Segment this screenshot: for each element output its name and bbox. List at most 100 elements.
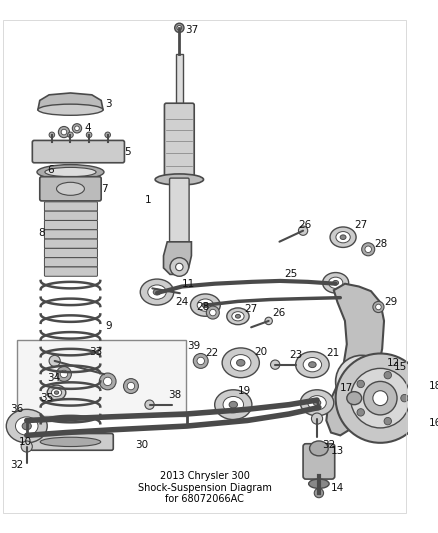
Circle shape [311,413,323,424]
Text: 19: 19 [238,386,251,395]
Text: 5: 5 [124,147,131,157]
Text: 35: 35 [40,393,53,403]
Circle shape [365,246,371,253]
Circle shape [376,304,381,310]
FancyBboxPatch shape [164,103,194,181]
Circle shape [384,372,392,379]
Circle shape [384,417,392,425]
Circle shape [271,360,280,369]
Circle shape [74,126,79,131]
Ellipse shape [300,390,334,416]
Circle shape [348,367,376,395]
FancyBboxPatch shape [303,444,335,479]
Circle shape [57,367,71,382]
Ellipse shape [340,235,346,239]
FancyBboxPatch shape [44,248,98,257]
Text: 7: 7 [101,184,108,194]
Circle shape [60,370,68,378]
Text: 22: 22 [205,349,219,359]
Circle shape [103,377,112,385]
Circle shape [373,301,384,312]
FancyBboxPatch shape [44,230,98,239]
FancyBboxPatch shape [44,202,98,211]
Circle shape [336,356,388,407]
Circle shape [206,306,219,319]
Circle shape [364,382,397,415]
Ellipse shape [222,348,259,378]
Text: 15: 15 [393,362,406,373]
Circle shape [86,132,92,138]
Text: 20: 20 [254,346,267,357]
Ellipse shape [202,303,209,308]
Text: 27: 27 [244,304,258,314]
Ellipse shape [236,314,240,318]
Circle shape [61,130,67,135]
Ellipse shape [323,272,349,293]
Text: 26: 26 [272,308,286,318]
Ellipse shape [15,417,38,435]
Ellipse shape [230,354,251,371]
Circle shape [401,394,408,402]
FancyBboxPatch shape [17,340,186,416]
Circle shape [72,124,81,133]
Text: 13: 13 [331,446,344,456]
FancyBboxPatch shape [31,433,113,450]
Polygon shape [163,242,191,274]
Bar [176,54,183,105]
Circle shape [298,226,308,236]
Text: 37: 37 [185,25,198,35]
Ellipse shape [45,167,96,177]
Text: 23: 23 [289,350,302,360]
Polygon shape [326,284,384,435]
Circle shape [105,132,110,138]
Text: 3: 3 [105,99,112,109]
Ellipse shape [313,400,321,406]
FancyBboxPatch shape [170,178,189,246]
Ellipse shape [229,401,237,408]
Circle shape [362,243,375,256]
Circle shape [68,132,73,138]
Circle shape [49,132,55,138]
Ellipse shape [6,409,47,443]
Ellipse shape [40,437,101,447]
Ellipse shape [37,165,104,180]
Text: 28: 28 [196,302,209,312]
Text: 36: 36 [10,405,23,414]
Ellipse shape [223,397,244,413]
Text: 34: 34 [47,373,60,383]
Text: 18: 18 [429,381,438,391]
Text: 12: 12 [387,358,400,368]
FancyBboxPatch shape [32,140,124,163]
Circle shape [145,400,154,409]
Circle shape [148,284,157,293]
Circle shape [417,414,430,427]
FancyBboxPatch shape [44,257,98,267]
Circle shape [193,353,208,368]
Text: 38: 38 [168,390,181,400]
Circle shape [350,368,410,428]
FancyBboxPatch shape [44,267,98,276]
FancyBboxPatch shape [44,239,98,248]
Circle shape [49,356,60,367]
Text: 27: 27 [354,220,367,230]
Circle shape [336,353,425,443]
Circle shape [314,488,324,498]
Text: 28: 28 [374,239,387,249]
Text: 26: 26 [298,220,312,230]
Ellipse shape [153,289,161,295]
Text: 24: 24 [176,297,189,308]
FancyBboxPatch shape [40,177,101,201]
Text: 30: 30 [136,440,149,450]
Text: 33: 33 [89,346,102,357]
Text: 8: 8 [38,228,45,238]
FancyBboxPatch shape [44,221,98,230]
Circle shape [420,417,426,424]
Circle shape [127,382,134,390]
Ellipse shape [155,174,204,185]
Text: 39: 39 [187,341,200,351]
Ellipse shape [215,390,252,419]
Ellipse shape [51,389,62,397]
Ellipse shape [22,422,32,430]
Circle shape [176,263,183,271]
Ellipse shape [347,392,362,405]
